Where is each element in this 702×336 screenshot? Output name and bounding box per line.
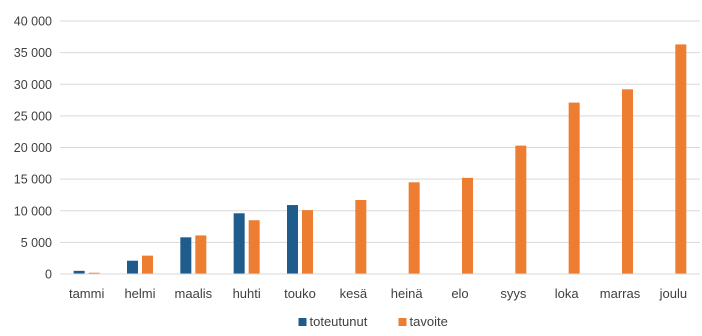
bar-toteutunut-tammi [73,270,85,274]
x-axis-labels: tammi helmi maalis huhti touko kesä heinä elo sy… [69,286,687,301]
legend-label: toteutunut [310,314,368,329]
legend-swatch [298,318,307,326]
bar-tavoite-loka [568,102,580,274]
bar-toteutunut-touko [287,205,298,274]
x-tick-label: joulu [659,286,687,301]
x-tick-label: maalis [175,286,213,301]
bar-toteutunut-helmi [127,260,138,274]
x-tick-label: elo [451,286,468,301]
x-tick-label: tammi [69,286,105,301]
legend: toteutunut tavoite [298,314,448,329]
x-tick-label: kesä [340,286,368,301]
y-tick-label: 25 000 [14,109,52,123]
bar-tavoite-tammi [88,272,100,274]
bar-tavoite-elo [462,177,473,274]
x-tick-label: touko [284,286,316,301]
y-tick-label: 30 000 [14,78,52,92]
bar-tavoite-heinä [408,182,420,274]
bars [73,44,687,275]
x-tick-label: heinä [391,286,424,301]
x-tick-label: syys [500,286,527,301]
legend-swatch [398,318,407,326]
bar-tavoite-joulu [675,44,687,275]
x-tick-label: helmi [124,286,155,301]
bar-tavoite-marras [622,89,633,274]
gridlines [60,20,700,243]
y-tick-label: 20 000 [14,141,52,155]
bar-tavoite-syys [515,145,527,274]
x-tick-label: huhti [233,286,261,301]
y-tick-label: 15 000 [14,173,52,187]
y-tick-label: 0 [45,268,52,282]
bar-tavoite-maalis [195,235,207,274]
y-tick-label: 5 000 [21,236,52,250]
legend-item-tavoite: tavoite [398,314,448,329]
legend-label: tavoite [410,314,448,329]
bar-tavoite-touko [302,210,313,274]
y-tick-label: 40 000 [14,15,52,29]
bar-toteutunut-maalis [180,237,192,274]
bar-tavoite-helmi [142,255,153,274]
legend-item-toteutunut: toteutunut [298,314,368,329]
x-tick-label: marras [600,286,641,301]
bar-tavoite-kesä [355,199,367,274]
y-axis-ticks: 0 5 000 10 000 15 000 20 000 25 000 30 000 35 0… [14,15,52,282]
y-tick-label: 10 000 [14,204,52,218]
x-tick-label: loka [555,286,580,301]
bar-toteutunut-huhti [233,213,245,274]
y-tick-label: 35 000 [14,46,52,60]
bar-tavoite-huhti [248,220,260,274]
